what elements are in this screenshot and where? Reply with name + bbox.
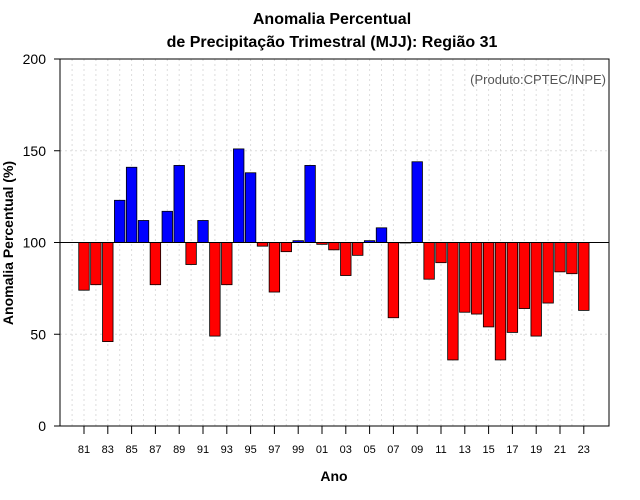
x-tick-label: 95 xyxy=(244,444,256,456)
x-tick-label: 97 xyxy=(268,444,280,456)
x-tick-label: 13 xyxy=(459,444,471,456)
bar-2013 xyxy=(459,242,471,313)
bar-2006 xyxy=(375,227,388,243)
x-tick-label: 03 xyxy=(340,444,352,456)
bar-2022 xyxy=(566,242,578,275)
bar-2015 xyxy=(482,242,495,328)
chart-title-line1: Anomalia Percentual xyxy=(253,11,411,28)
bar-1993 xyxy=(221,242,233,286)
bar-1987 xyxy=(149,242,162,286)
bar-1983 xyxy=(102,242,114,342)
y-tick-label: 200 xyxy=(23,51,47,67)
x-tick-label: 05 xyxy=(363,444,375,456)
bar-1997 xyxy=(268,242,281,293)
bar-2007 xyxy=(387,242,400,319)
bar-2000 xyxy=(304,165,316,243)
bar-1986 xyxy=(137,220,150,243)
bar-1998 xyxy=(280,242,292,253)
bar-1988 xyxy=(161,210,173,243)
bar-1992 xyxy=(209,242,221,337)
x-tick-label: 19 xyxy=(530,444,542,456)
x-tick-label: 87 xyxy=(149,444,161,456)
bar-1995 xyxy=(244,172,257,243)
bar-1994 xyxy=(233,148,245,243)
x-tick-label: 91 xyxy=(197,444,209,456)
bar-1989 xyxy=(173,165,185,243)
bar-2009 xyxy=(411,161,423,243)
y-tick-label: 150 xyxy=(23,143,47,159)
x-tick-label: 07 xyxy=(387,444,399,456)
bar-1984 xyxy=(114,199,126,243)
bar-2023 xyxy=(578,242,590,311)
bar-1990 xyxy=(185,242,197,265)
bar-2002 xyxy=(328,242,340,251)
x-axis: 81 83 85 87 89 91 93 95 97 99 01 03 05 07 09 11 13 15 17 19… xyxy=(78,426,590,456)
bar-2017 xyxy=(506,242,519,333)
x-tick-label: 93 xyxy=(221,444,233,456)
x-axis-label: Ano xyxy=(320,468,347,484)
bar-2018 xyxy=(518,242,530,309)
bar-2019 xyxy=(530,242,542,337)
x-tick-label: 21 xyxy=(554,444,566,456)
x-tick-label: 09 xyxy=(411,444,423,456)
bar-2011 xyxy=(435,242,447,264)
bar-2010 xyxy=(423,242,435,280)
x-tick-label: 89 xyxy=(173,444,185,456)
x-tick-label: 23 xyxy=(578,444,590,456)
x-tick-label: 15 xyxy=(482,444,494,456)
x-tick-label: 17 xyxy=(506,444,518,456)
y-tick-label: 0 xyxy=(38,418,46,434)
grid xyxy=(60,59,609,426)
bar-2021 xyxy=(554,242,566,273)
y-tick-label: 50 xyxy=(30,326,46,342)
x-tick-label: 85 xyxy=(125,444,137,456)
bar-1996 xyxy=(256,242,269,247)
chart-title-line2: de Precipitação Trimestral (MJJ): Região… xyxy=(167,34,498,51)
bars xyxy=(78,148,590,361)
y-axis: 0 50 100 150 200 xyxy=(23,51,60,434)
bar-1982 xyxy=(90,242,102,286)
bar-2016 xyxy=(494,242,507,361)
product-annotation: (Produto:CPTEC/INPE) xyxy=(470,72,606,87)
x-tick-label: 11 xyxy=(435,444,446,456)
x-tick-label: 99 xyxy=(292,444,304,456)
bar-2014 xyxy=(471,242,483,315)
bar-1985 xyxy=(125,166,138,243)
x-tick-label: 83 xyxy=(102,444,114,456)
x-tick-label: 01 xyxy=(316,444,328,456)
bar-2003 xyxy=(340,242,352,276)
bar-2012 xyxy=(447,242,459,361)
bar-2020 xyxy=(542,242,554,304)
y-axis-label: Anomalia Percentual (%) xyxy=(0,161,16,325)
bar-1991 xyxy=(197,220,209,243)
x-tick-label: 81 xyxy=(78,444,90,456)
y-tick-label: 100 xyxy=(23,235,47,251)
bar-2004 xyxy=(352,242,364,256)
bar-1981 xyxy=(78,242,90,291)
